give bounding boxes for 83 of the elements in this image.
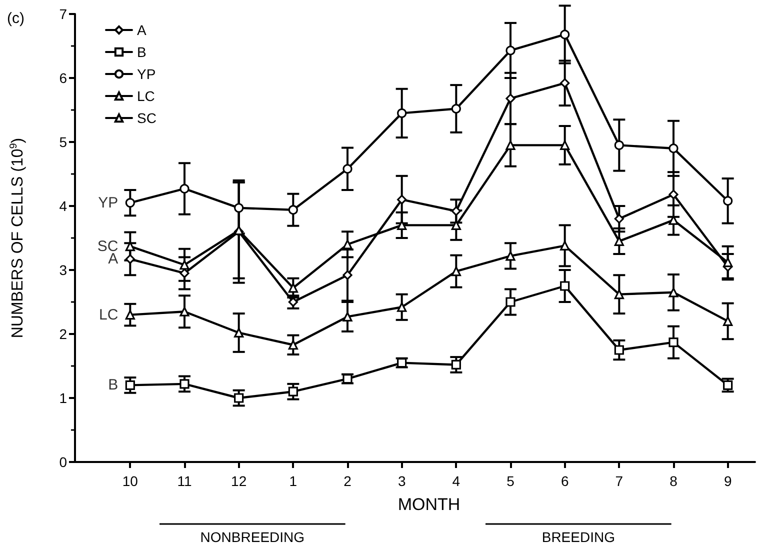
text: YP [98, 194, 118, 212]
point [180, 268, 190, 278]
x-tick-label: 8 [670, 473, 678, 489]
point [560, 30, 570, 40]
point [451, 360, 461, 370]
point [342, 164, 352, 174]
x-tick-label: 4 [452, 473, 460, 489]
point [614, 290, 624, 300]
text: LC [98, 306, 118, 324]
x-tick-label: 3 [398, 473, 406, 489]
y-tick-label: 4 [59, 198, 68, 214]
y-tick-label: 7 [59, 6, 68, 22]
point [614, 345, 624, 355]
point [506, 46, 516, 56]
y-axis-title: NUMBERS OF CELLS (109) [8, 138, 26, 338]
text: NONBREEDING [200, 529, 305, 545]
point [125, 242, 135, 252]
point [397, 358, 407, 368]
x-tick-label: 10 [122, 473, 138, 489]
y-tick-label: 0 [59, 454, 68, 470]
point [723, 258, 733, 268]
point [560, 281, 570, 291]
point [397, 302, 407, 312]
point [668, 144, 678, 154]
point [614, 214, 624, 224]
point [234, 328, 244, 338]
y-tick-label: 2 [59, 326, 68, 342]
x-tick-label: 9 [724, 473, 732, 489]
text: BREEDING [542, 529, 615, 545]
point [180, 306, 190, 316]
point [614, 236, 624, 246]
chart-title: (c) [7, 10, 24, 27]
y-tick-label: 6 [59, 70, 68, 86]
point [506, 251, 516, 261]
legend-label: B [137, 44, 146, 60]
point [560, 240, 570, 250]
x-tick-label: 2 [344, 473, 352, 489]
point [451, 104, 461, 114]
point [451, 266, 461, 276]
x-tick-label: 6 [560, 473, 569, 489]
point [397, 108, 407, 118]
point [560, 78, 570, 88]
point [506, 94, 516, 104]
legend-label: SC [137, 110, 156, 126]
x-tick-label: 1 [289, 473, 298, 489]
point [723, 316, 733, 326]
point [668, 288, 678, 298]
text: B [108, 376, 118, 394]
point [668, 338, 678, 348]
point [125, 380, 135, 390]
point [397, 194, 407, 204]
text: A [108, 250, 118, 268]
point [723, 196, 733, 206]
x-tick-label: 7 [615, 473, 624, 489]
point [342, 270, 352, 280]
x-axis-title: MONTH [398, 495, 460, 514]
point [451, 220, 461, 230]
point [234, 393, 244, 403]
y-tick-label: 3 [59, 262, 68, 278]
point [180, 184, 190, 194]
point [668, 190, 678, 200]
point [288, 386, 298, 396]
legend-label: LC [137, 88, 155, 104]
point [560, 140, 570, 150]
point [125, 198, 135, 208]
legend-label: YP [137, 66, 156, 82]
point [506, 297, 516, 307]
point [723, 380, 733, 390]
point [125, 254, 135, 264]
point [614, 140, 624, 150]
point [180, 260, 190, 270]
legend-label: A [137, 22, 147, 38]
y-tick-label: 5 [59, 134, 68, 150]
point [234, 203, 244, 213]
x-tick-label: 11 [177, 473, 192, 489]
point [180, 379, 190, 389]
point [125, 310, 135, 320]
x-tick-label: 5 [506, 473, 515, 489]
y-tick-label: 1 [59, 390, 68, 406]
point [288, 283, 298, 293]
point [288, 205, 298, 215]
x-tick-label: 12 [231, 473, 247, 489]
point [288, 340, 298, 350]
